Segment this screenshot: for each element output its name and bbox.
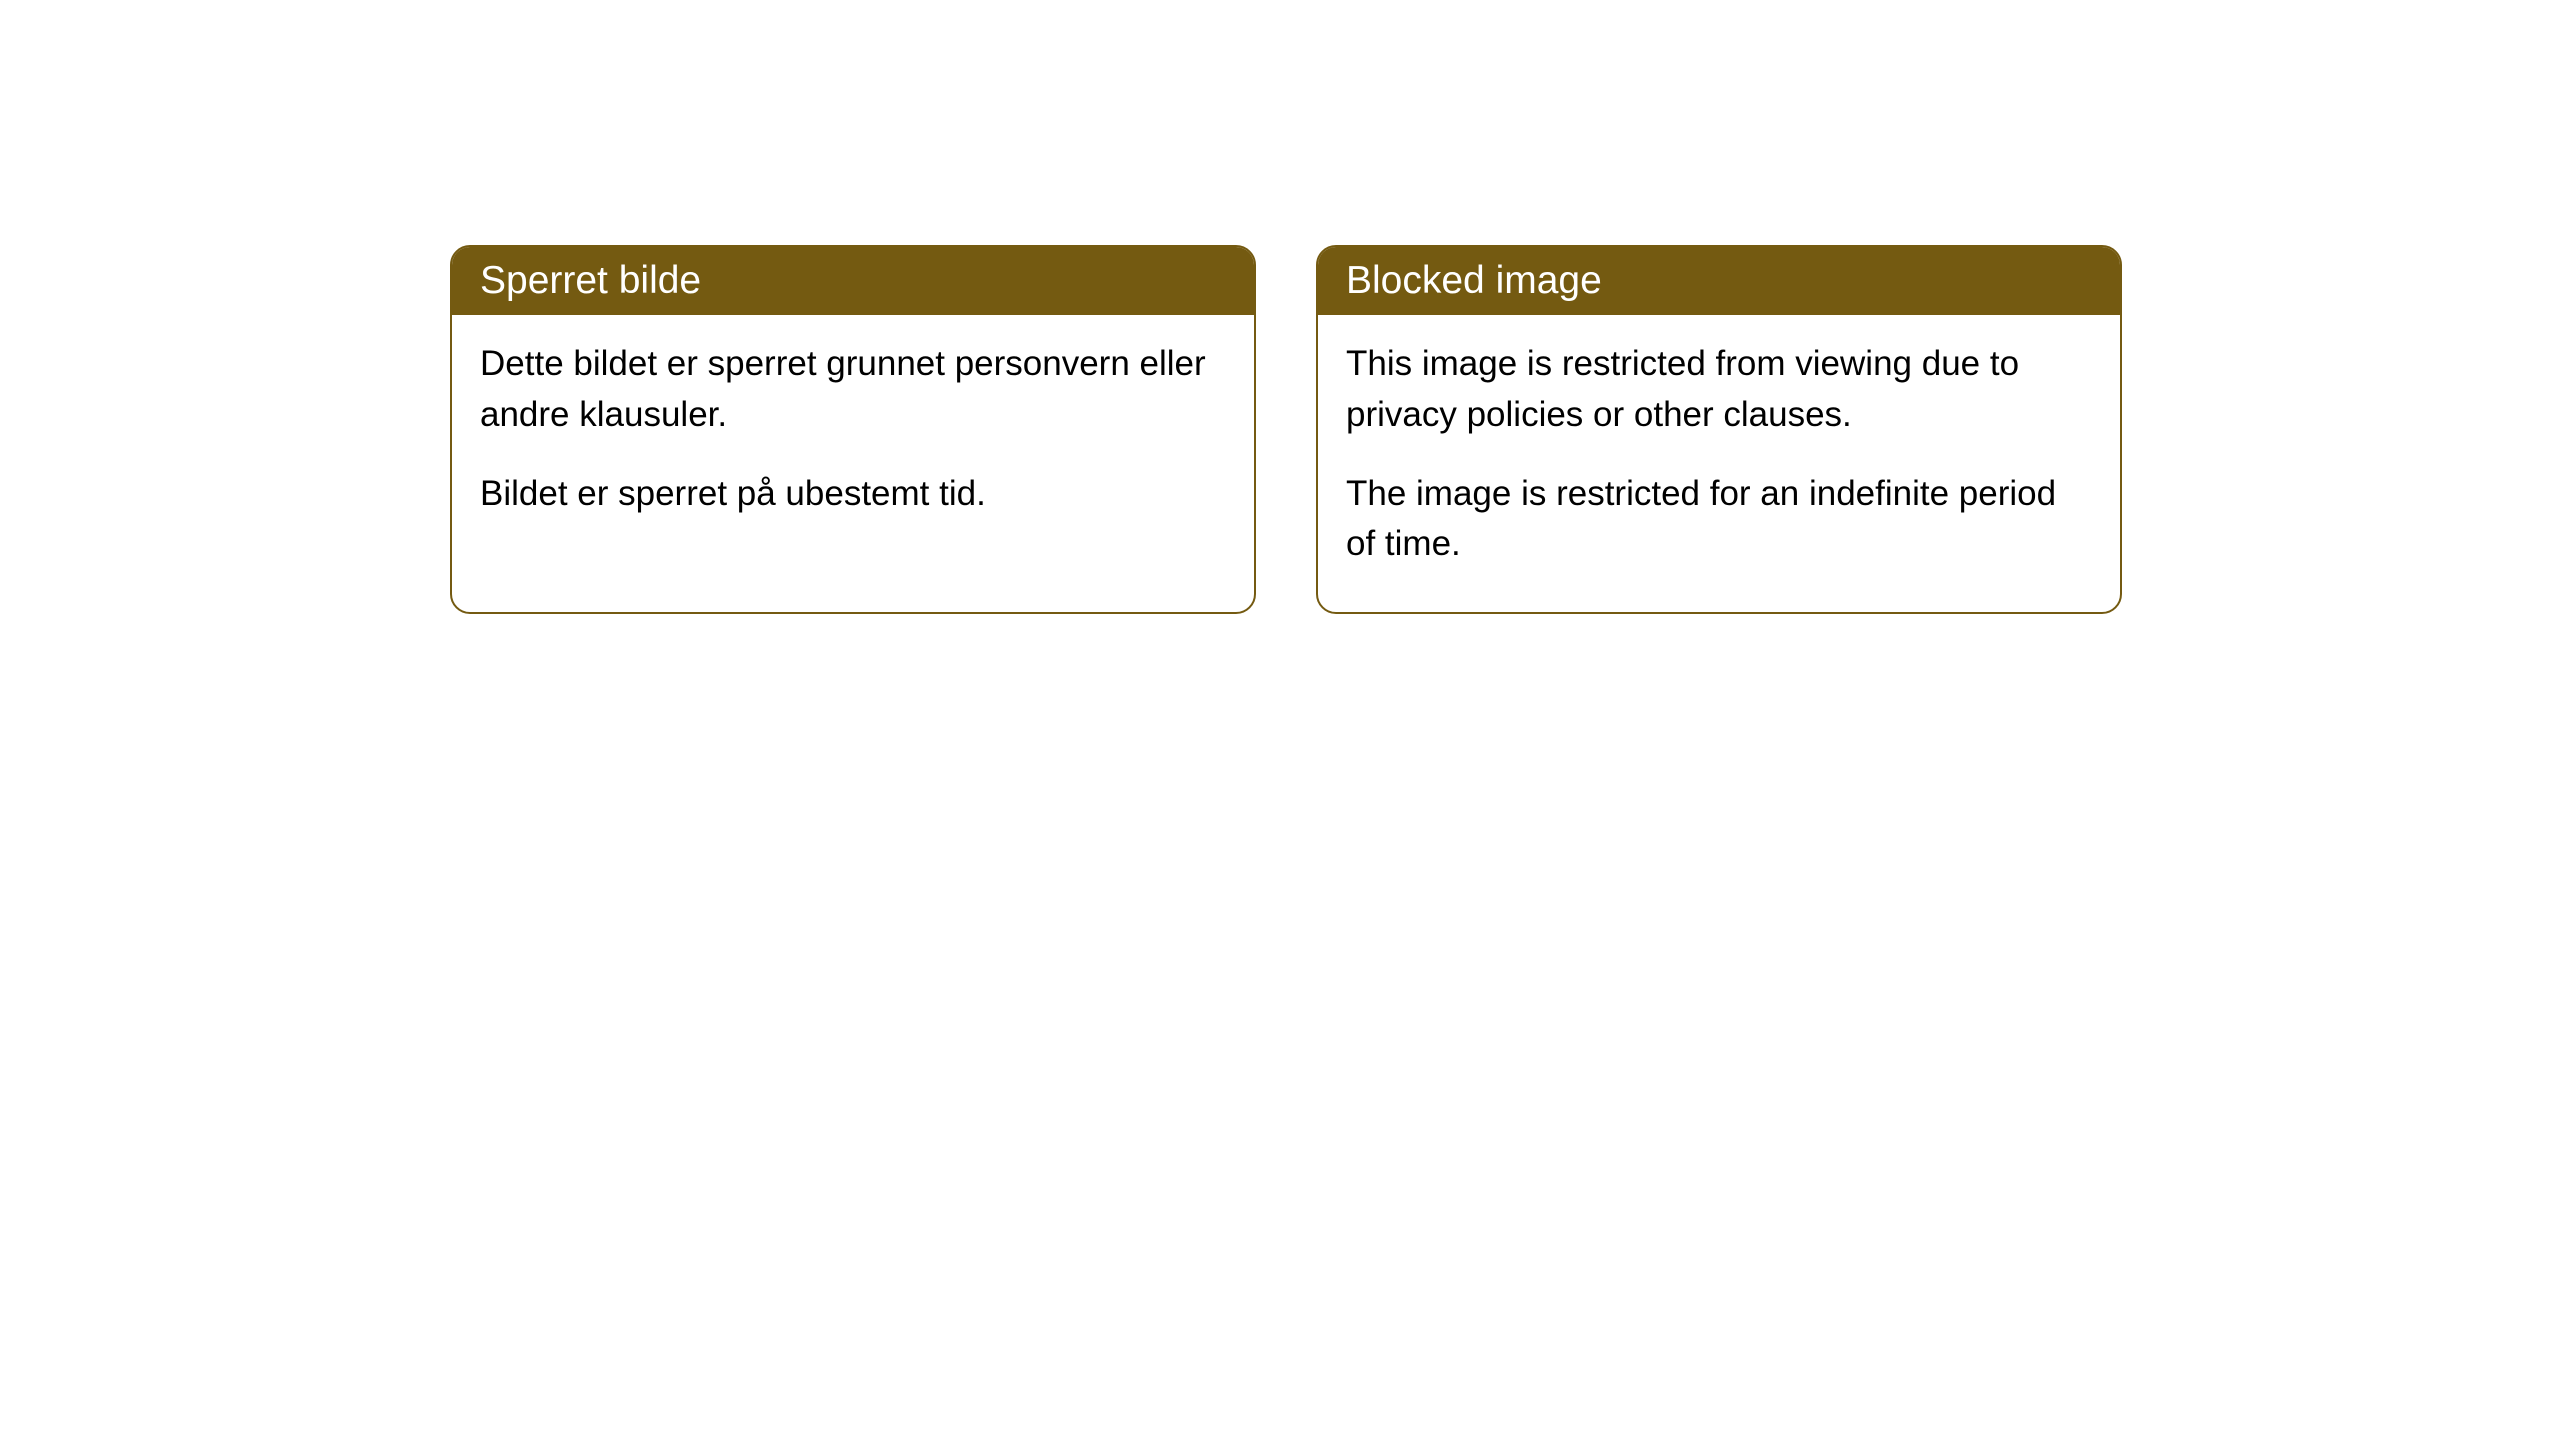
card-paragraph: This image is restricted from viewing du…	[1346, 339, 2092, 441]
card-body: This image is restricted from viewing du…	[1318, 315, 2120, 612]
card-paragraph: The image is restricted for an indefinit…	[1346, 469, 2092, 571]
card-header: Blocked image	[1318, 247, 2120, 315]
notice-card-norwegian: Sperret bilde Dette bildet er sperret gr…	[450, 245, 1256, 614]
card-header: Sperret bilde	[452, 247, 1254, 315]
notice-card-english: Blocked image This image is restricted f…	[1316, 245, 2122, 614]
notice-cards-container: Sperret bilde Dette bildet er sperret gr…	[450, 245, 2560, 614]
card-title: Sperret bilde	[480, 259, 701, 302]
card-paragraph: Bildet er sperret på ubestemt tid.	[480, 469, 1226, 520]
card-title: Blocked image	[1346, 259, 1602, 302]
card-paragraph: Dette bildet er sperret grunnet personve…	[480, 339, 1226, 441]
card-body: Dette bildet er sperret grunnet personve…	[452, 315, 1254, 561]
